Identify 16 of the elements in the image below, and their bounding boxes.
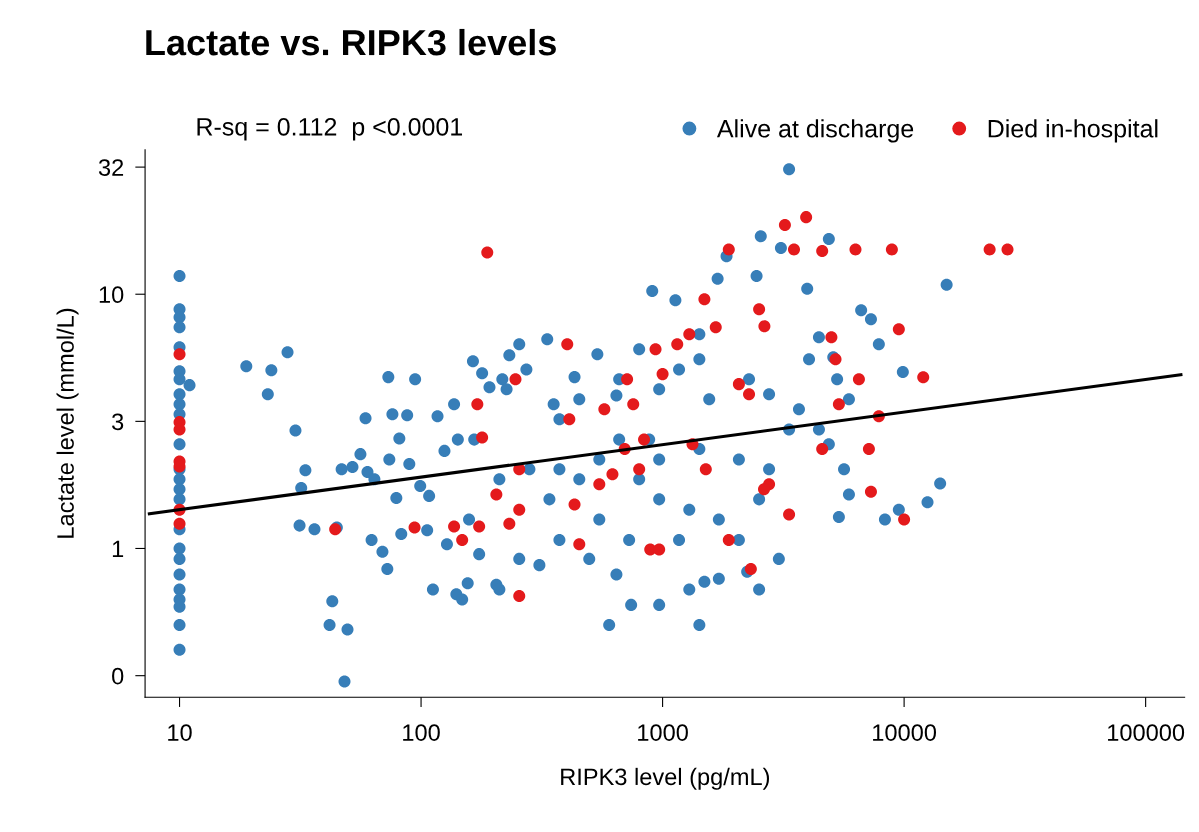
y-tick-label: 1 [112,540,124,558]
y-tick-label: 32 [98,159,124,176]
x-tick-label: 10000 [873,724,937,741]
text: R-sq = 0.112 p <0.0001 [197,117,463,141]
y-axis-title: Lactate level (mmol/L) [56,308,79,538]
y-tick-label: 0 [112,667,124,685]
x-axis-title: RIPK3 level (pg/mL) [561,767,770,790]
chart-title: Lactate vs. RIPK3 levels [146,28,556,56]
y-tick-label: 3 [112,413,124,431]
legend-label: Died in-hospital [988,119,1158,143]
x-tick-label: 100000 [1108,724,1185,741]
y-tick-label: 10 [99,286,124,304]
x-tick-label: 1000 [638,724,688,741]
legend-label: Alive at discharge [716,119,914,143]
x-tick-label: 100 [403,724,440,741]
x-tick-label: 10 [168,724,192,741]
